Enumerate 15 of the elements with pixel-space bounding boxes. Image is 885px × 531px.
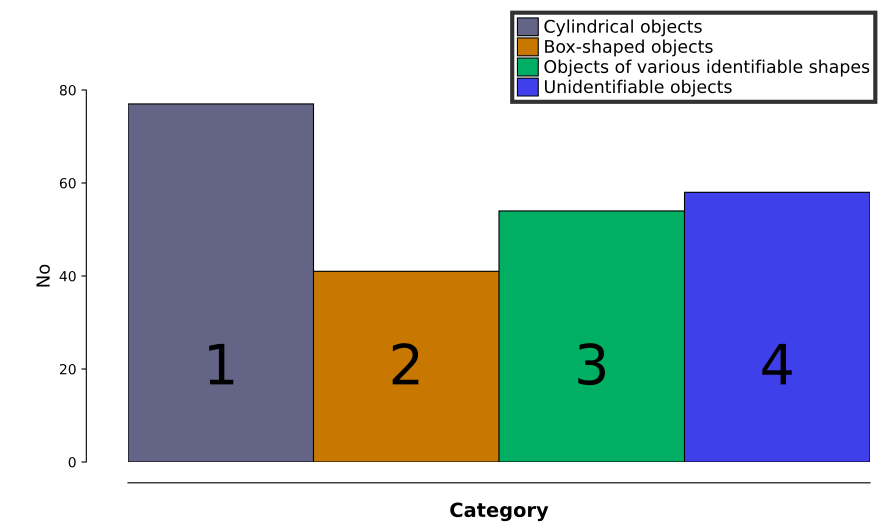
x-tick-label: 2 xyxy=(392,343,418,384)
x-tick-label: 1 xyxy=(209,344,234,384)
y-tick-label: 80 xyxy=(60,84,76,96)
x-axis-title: Category xyxy=(450,502,548,522)
legend-label: Objects of various identifiable shapes xyxy=(544,60,870,76)
y-tick-label: 60 xyxy=(60,178,76,188)
y-tick-label: 0 xyxy=(68,456,76,468)
y-axis-title: No xyxy=(36,264,50,287)
y-tick-label: 40 xyxy=(60,270,76,282)
x-tick-label: 4 xyxy=(762,344,792,384)
legend-label: Box-shaped objects xyxy=(545,40,713,56)
x-tick-label: 3 xyxy=(578,343,605,386)
y-tick-label: 20 xyxy=(60,364,76,374)
legend-label: Unidentifiable objects xyxy=(544,80,732,97)
legend-label: Cylindrical objects xyxy=(544,19,702,36)
